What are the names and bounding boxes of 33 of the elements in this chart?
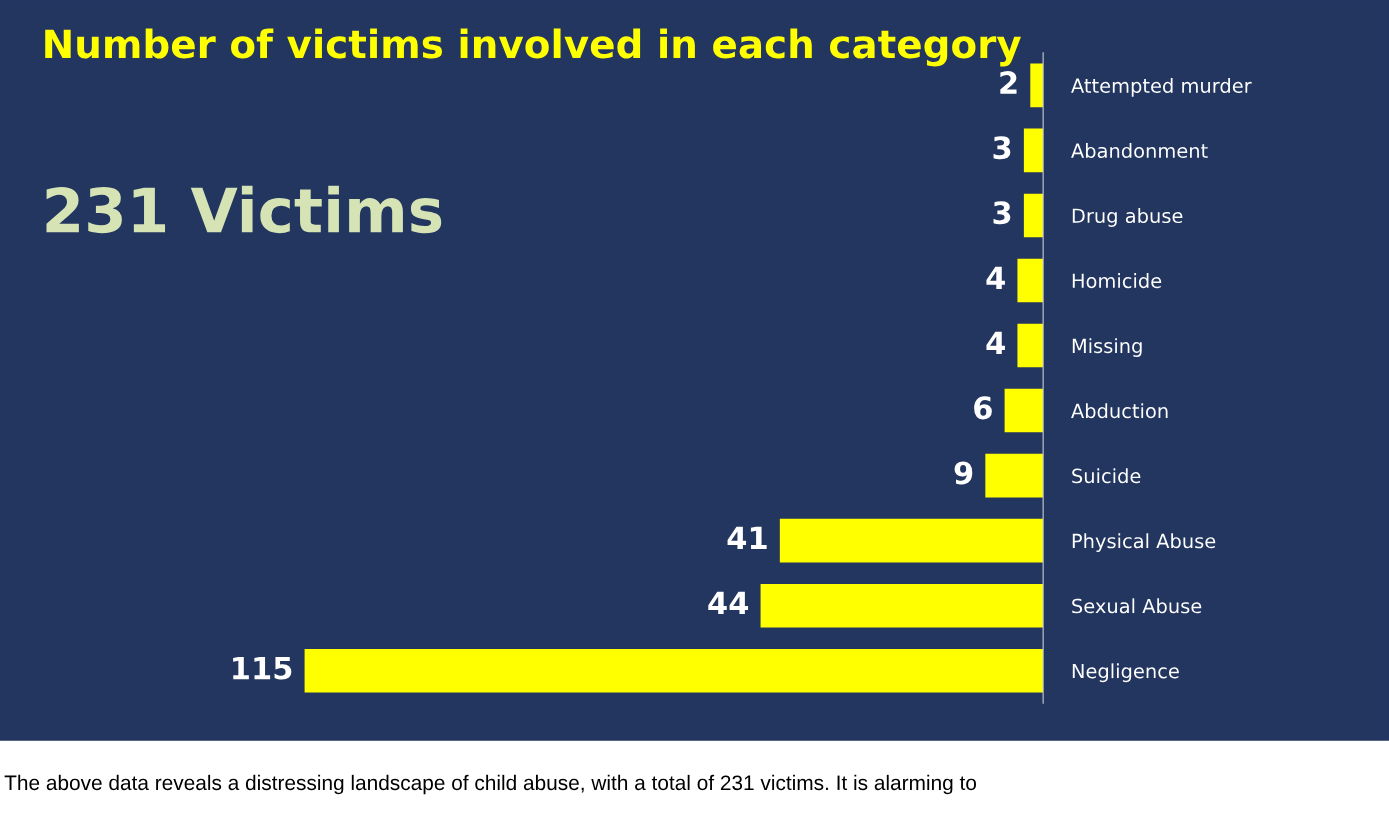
bar <box>1017 258 1044 303</box>
bar <box>760 583 1044 628</box>
chart-title: Number of victims involved in each category <box>45 28 1021 67</box>
y-tick-label: Physical Abuse <box>1072 533 1216 553</box>
y-tick-label: Abandonment <box>1071 143 1208 159</box>
text: The above data reveals a distressing landscape of child abuse, with a total of 231 victims. It is alarming to <box>4 774 977 795</box>
data-label: 115 <box>233 656 292 680</box>
bar <box>1004 388 1044 433</box>
text: 231 Victims <box>46 185 442 234</box>
y-tick-label: Drug abuse <box>1072 208 1183 227</box>
data-label: 9 <box>954 461 973 485</box>
bar <box>779 518 1044 563</box>
y-tick-label: Suicide <box>1072 468 1141 484</box>
bar <box>1023 128 1044 173</box>
bar <box>1017 323 1044 368</box>
data-label: 4 <box>986 266 1005 289</box>
bar <box>1030 63 1044 108</box>
data-label: 3 <box>993 136 1011 160</box>
bar <box>304 648 1044 693</box>
y-tick-label: Abduction <box>1071 403 1168 419</box>
y-tick-label: Homicide <box>1072 273 1162 289</box>
data-label: 3 <box>993 201 1011 225</box>
data-label: 44 <box>708 591 749 615</box>
data-label: 4 <box>986 331 1005 354</box>
data-label: 6 <box>974 396 992 420</box>
y-tick-label: Negligence <box>1072 663 1179 683</box>
data-label: 41 <box>727 526 767 550</box>
data-label: 2 <box>1000 71 1017 94</box>
y-tick-label: Missing <box>1072 338 1142 357</box>
bar <box>1023 193 1044 238</box>
y-tick-label: Attempted murder <box>1071 77 1252 97</box>
bar <box>985 453 1044 498</box>
y-tick-label: Sexual Abuse <box>1072 598 1202 614</box>
